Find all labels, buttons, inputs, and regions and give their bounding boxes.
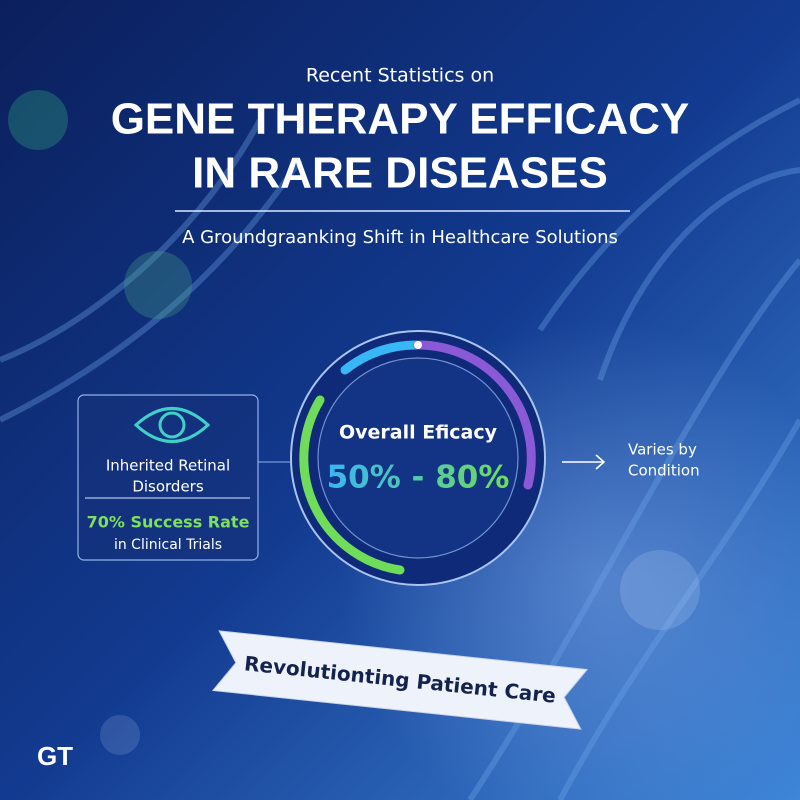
center-label: Overall Eficacy [339, 422, 498, 444]
title-line: GENE THERAPY EFFICACY [111, 95, 690, 144]
subtitle: A Groundgraanking Shift in Healthcare So… [182, 227, 618, 248]
left-card [77, 394, 259, 561]
cell [100, 715, 140, 755]
arc-blue [340, 340, 423, 375]
arc-dot [414, 341, 422, 349]
card-note: in Clinical Trials [114, 537, 222, 553]
right-note: Varies by [628, 441, 697, 459]
cell [620, 550, 700, 630]
dna-strand [0, 158, 303, 423]
cell [8, 90, 68, 150]
right-note: Condition [628, 462, 700, 480]
card-stat: 70% Success Rate [87, 513, 250, 532]
arc-purple [413, 340, 536, 490]
eye-icon [133, 407, 211, 443]
dna-strand [557, 418, 800, 800]
arrow-head [595, 454, 606, 470]
arc-green [299, 395, 405, 575]
card-title: Inherited Retinal [106, 457, 230, 475]
dna-strand [597, 167, 800, 381]
kicker: Recent Statistics on [306, 65, 494, 87]
dna-strand [0, 118, 263, 363]
logo: GT [37, 741, 73, 771]
banner-ribbon [211, 630, 589, 730]
title-line: IN RARE DISEASES [192, 149, 608, 198]
banner: Revolutionting Patient Care [211, 630, 589, 730]
card-title: Disorders [132, 478, 204, 496]
ring-inner [317, 357, 519, 559]
cell [124, 251, 192, 319]
arrow [562, 454, 606, 470]
eye-outline [133, 407, 211, 443]
eye-iris [158, 411, 186, 439]
center-range: 50% - 80% [327, 460, 510, 496]
dna-strand [537, 97, 800, 332]
